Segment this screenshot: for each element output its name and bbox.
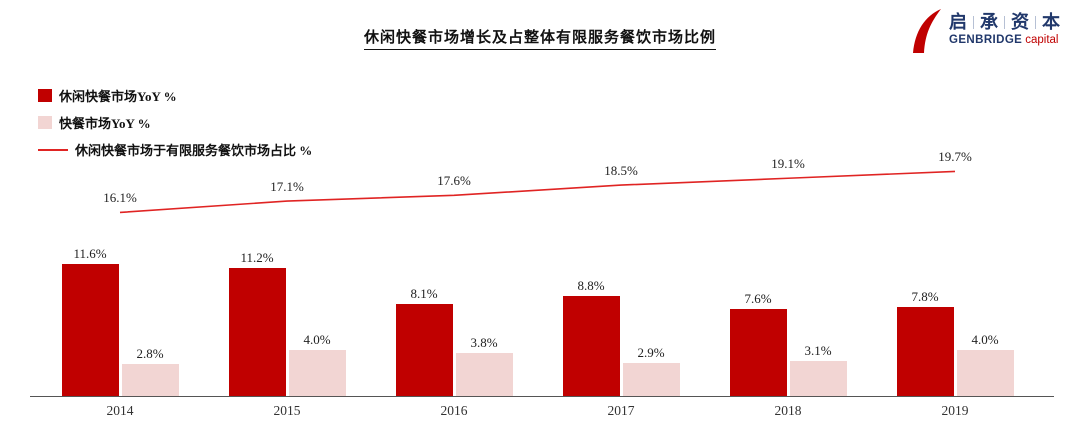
x-tick-2019: 2019 <box>941 403 969 418</box>
legend-label: 休闲快餐市场于有限服务餐饮市场占比 % <box>75 143 313 158</box>
bar-casual-2019 <box>896 307 954 396</box>
x-axis-line <box>30 396 1054 397</box>
logo-separator <box>973 15 974 29</box>
logo-chinese-name: 启承资本 <box>949 12 1060 32</box>
bar-fastfood-2017 <box>622 362 680 396</box>
line-label-2016: 17.6% <box>437 173 471 189</box>
bar-fastfood-2019 <box>956 350 1014 396</box>
line-label-2018: 19.1% <box>771 156 805 172</box>
bar-casual-2018 <box>729 309 787 396</box>
bar-label-fastfood-2019: 4.0% <box>971 332 999 348</box>
legend-item-fastfood-yoy: 快餐市场YoY % <box>38 113 312 132</box>
ratio-line-path <box>119 170 956 214</box>
x-tick-2014: 2014 <box>106 403 134 418</box>
logo-separator <box>1004 15 1005 29</box>
legend-swatch-dark-red <box>38 89 52 102</box>
x-tick-2018: 2018 <box>774 403 802 418</box>
bar-label-fastfood-2017: 2.9% <box>637 344 665 360</box>
bar-label-casual-2014: 11.6% <box>73 245 107 261</box>
logo-separator <box>1035 15 1036 29</box>
bar-label-fastfood-2016: 3.8% <box>470 334 498 350</box>
bar-label-fastfood-2014: 2.8% <box>136 346 164 362</box>
bar-label-casual-2017: 8.8% <box>577 277 605 293</box>
line-label-2015: 17.1% <box>270 179 304 195</box>
legend-label: 休闲快餐市场YoY % <box>59 89 177 104</box>
bar-label-fastfood-2018: 3.1% <box>804 342 832 358</box>
legend-label: 快餐市场YoY % <box>59 116 151 131</box>
line-label-2017: 18.5% <box>604 163 638 179</box>
x-tick-2016: 2016 <box>440 403 468 418</box>
bar-fastfood-2016 <box>455 352 513 396</box>
legend-swatch-line <box>38 148 68 151</box>
bar-label-casual-2018: 7.6% <box>744 291 772 307</box>
bar-fastfood-2015 <box>288 350 346 396</box>
legend-item-casual-yoy: 休闲快餐市场YoY % <box>38 86 312 105</box>
line-label-2014: 16.1% <box>103 190 137 206</box>
logo-english-name: GENBRIDGE capital <box>949 34 1059 46</box>
legend-item-ratio-line: 休闲快餐市场于有限服务餐饮市场占比 % <box>38 140 312 159</box>
bar-label-casual-2019: 7.8% <box>911 289 939 305</box>
chart-legend: 休闲快餐市场YoY % 快餐市场YoY % 休闲快餐市场于有限服务餐饮市场占比 … <box>38 86 312 159</box>
line-label-2019: 19.7% <box>938 149 972 165</box>
genbridge-logo: 启承资本 GENBRIDGE capital <box>906 8 1060 59</box>
bar-label-casual-2016: 8.1% <box>410 285 438 301</box>
logo-swoosh-icon <box>906 8 942 59</box>
bar-label-casual-2015: 11.2% <box>240 250 274 266</box>
bar-label-fastfood-2015: 4.0% <box>303 332 331 348</box>
x-tick-2017: 2017 <box>607 403 635 418</box>
logo-text: 启承资本 GENBRIDGE capital <box>949 8 1060 46</box>
bar-casual-2014 <box>61 263 119 396</box>
legend-swatch-pink <box>38 116 52 129</box>
bar-fastfood-2014 <box>121 364 179 396</box>
bar-casual-2017 <box>562 295 620 396</box>
bar-casual-2015 <box>228 268 286 396</box>
bar-casual-2016 <box>395 303 453 396</box>
x-tick-2015: 2015 <box>273 403 301 418</box>
bar-fastfood-2018 <box>789 360 847 396</box>
page-title: 休闲快餐市场增长及占整体有限服务餐饮市场比例 <box>0 26 1080 50</box>
